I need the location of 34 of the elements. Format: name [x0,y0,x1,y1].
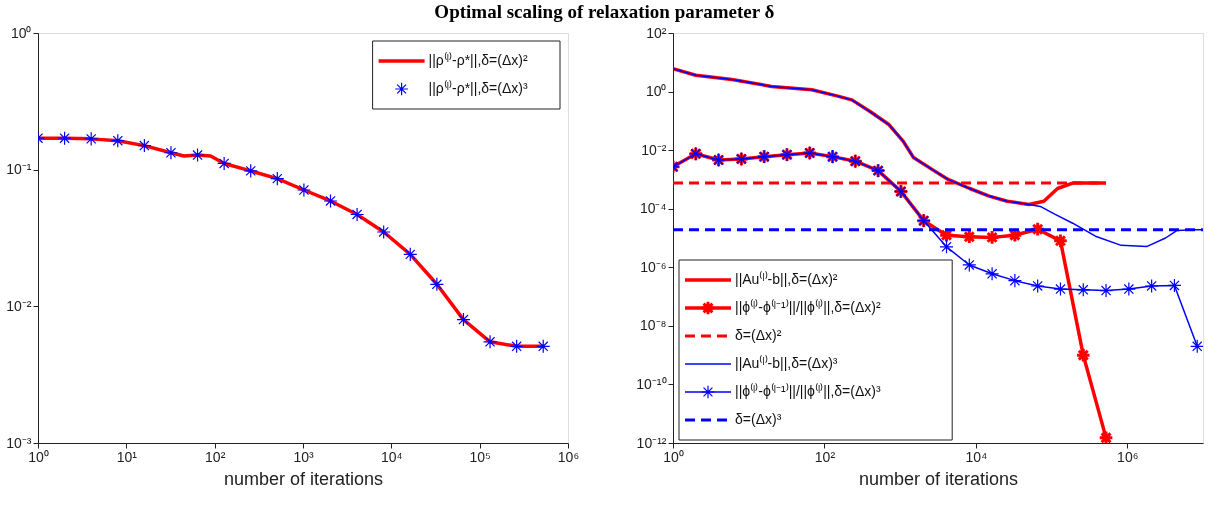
legend-label: δ=(Δx)³ [735,411,782,427]
x-tick-label: 10⁵ [469,448,491,465]
legend-label: δ=(Δx)² [735,327,782,343]
legend-label: ||ρ⁽ˡ⁾-ρ*||,δ=(Δx)³ [428,80,528,96]
x-axis-title: number of iterations [223,468,384,489]
y-tick-label: 10⁻² [641,141,667,158]
x-tick-label: 10⁰ [28,448,49,465]
x-tick-label: 10⁴ [381,448,403,465]
x-tick-label: 10⁶ [557,448,580,465]
y-tick-label: 10⁻⁶ [640,258,667,275]
y-tick-label: 10⁰ [645,83,667,100]
y-tick-label: 10⁻⁴ [639,200,667,217]
x-tick-label: 10² [205,448,226,465]
x-tick-label: 10¹ [116,448,138,465]
x-tick-label: 10⁶ [1117,448,1139,465]
legend-label: ||Au⁽ˡ⁾-b||,δ=(Δx)³ [735,355,838,371]
y-tick-label: 10⁻¹ [6,161,32,178]
legend-label: ||ϕ⁽ˡ⁾-ϕ⁽ˡ⁻¹⁾||/||ϕ⁽ˡ⁾||,δ=(Δx)² [735,299,881,315]
x-axis-title: number of iterations [858,468,1019,489]
y-tick-label: 10⁰ [10,24,32,41]
y-tick-label: 10⁻³ [6,434,32,451]
legend-label: ||ϕ⁽ˡ⁾-ϕ⁽ˡ⁻¹⁾||/||ϕ⁽ˡ⁾||,δ=(Δx)³ [735,383,881,399]
chart-title: Optimal scaling of relaxation parameter δ [434,0,775,22]
legend-label: ||Au⁽ˡ⁾-b||,δ=(Δx)² [735,271,838,287]
y-tick-label: 10⁻¹² [636,434,667,451]
x-tick-label: 10⁴ [965,448,988,465]
legend-label: ||ρ⁽ˡ⁾-ρ*||,δ=(Δx)² [428,52,528,68]
y-tick-label: 10⁻¹⁰ [636,375,667,392]
y-tick-label: 10⁻⁸ [640,317,667,334]
x-tick-label: 10⁰ [663,448,684,465]
y-tick-label: 10² [646,24,667,41]
x-tick-label: 10² [814,448,836,465]
y-tick-label: 10⁻² [6,297,32,314]
x-tick-label: 10³ [293,448,314,465]
